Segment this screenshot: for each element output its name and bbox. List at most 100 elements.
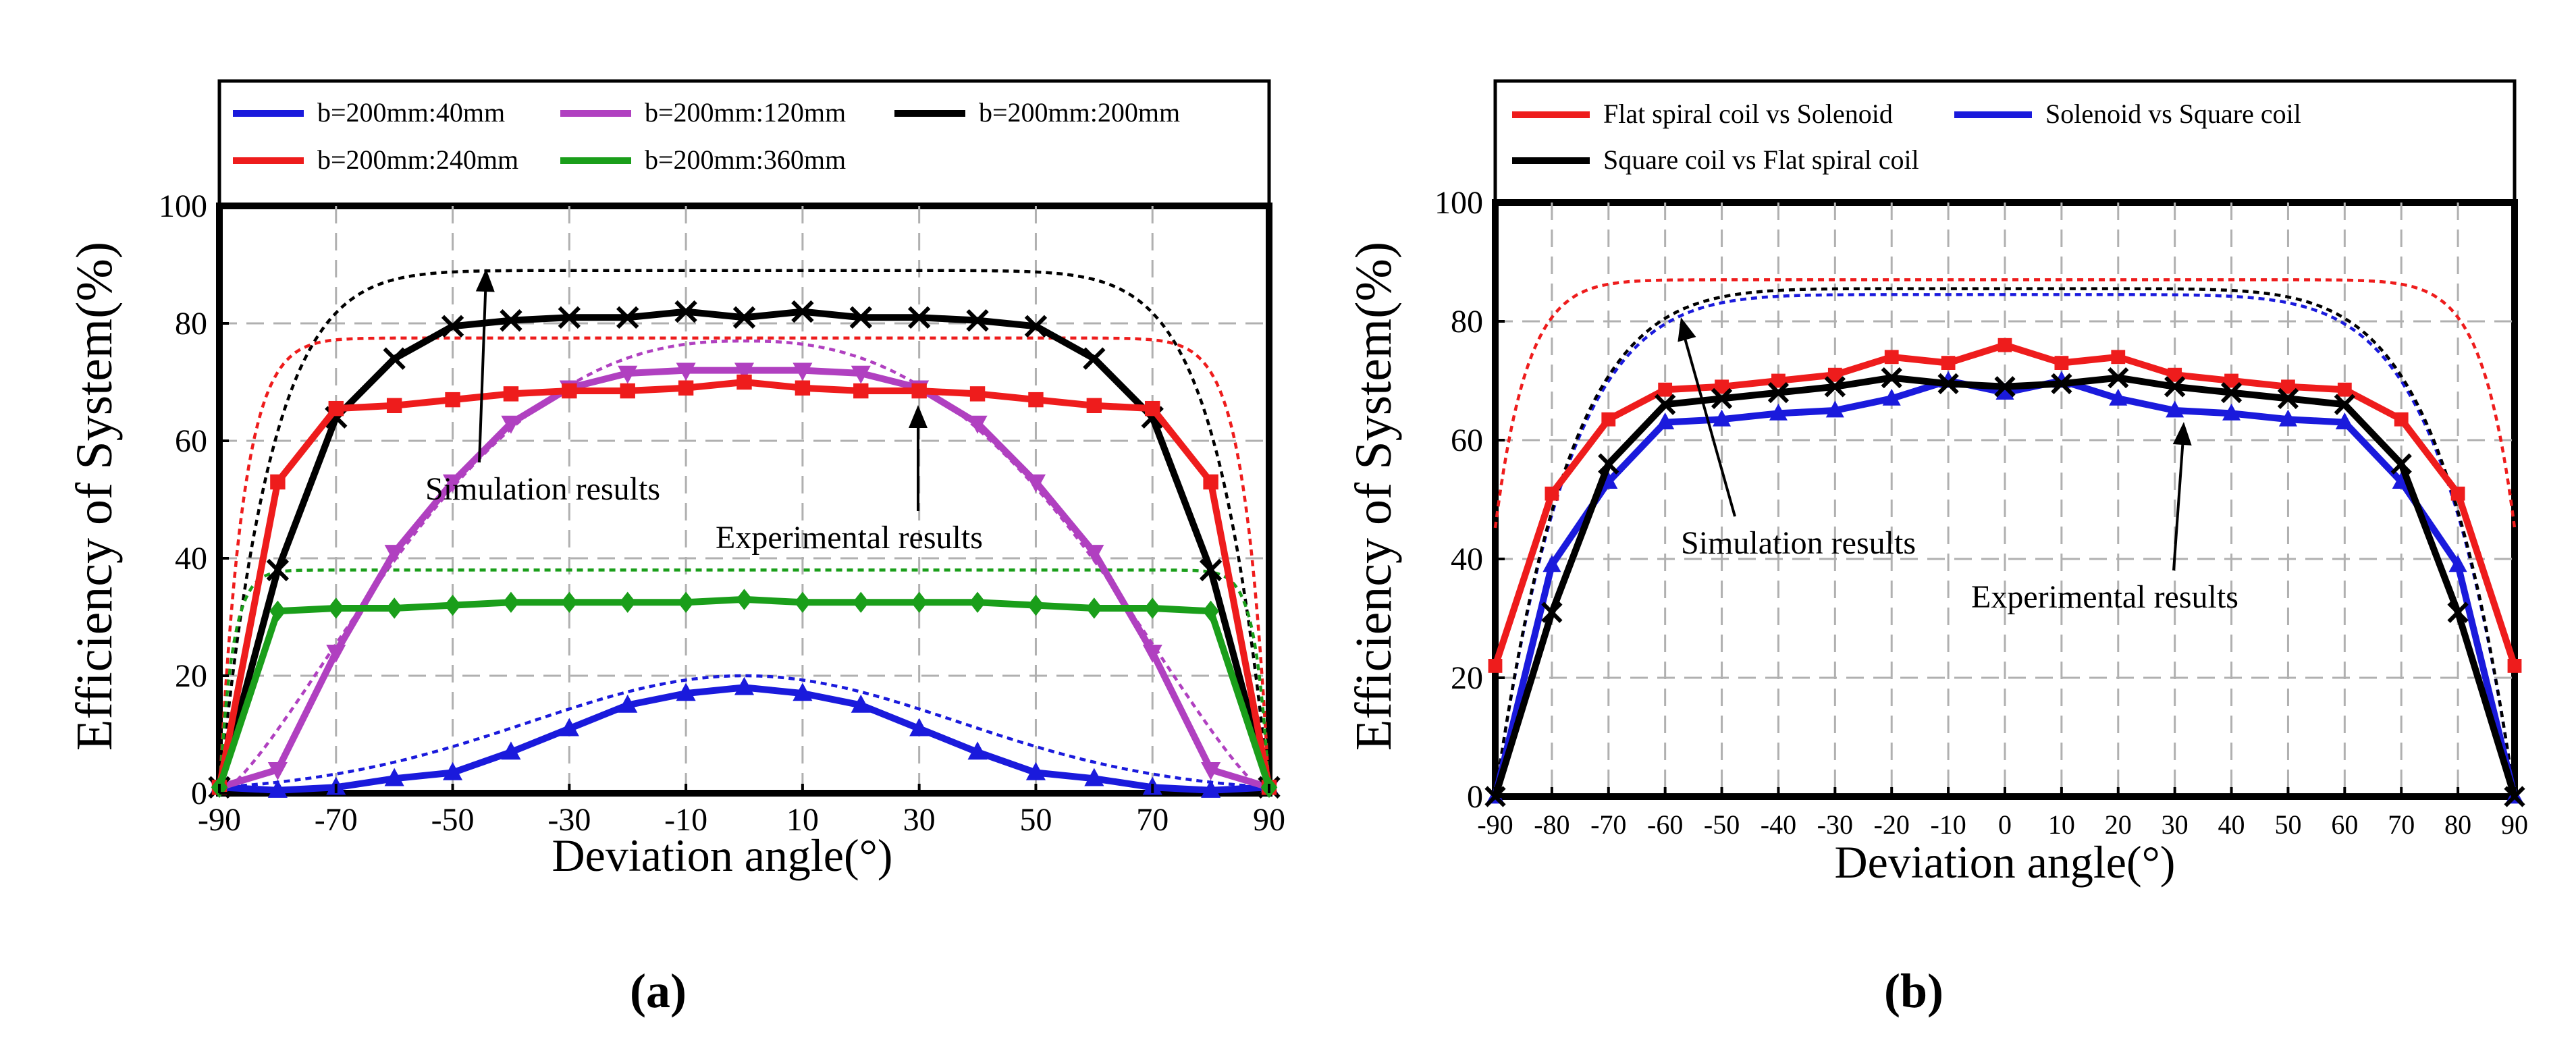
panel-a-y-tick-labels: 0 20 40 60 80 100: [159, 188, 229, 811]
data-point-b-200mm-360mm: [677, 591, 695, 613]
data-point-b-200mm-240mm: [969, 386, 986, 402]
data-point-b-200mm-240mm: [503, 386, 519, 402]
annotation-arrow-line: [2172, 428, 2185, 571]
data-point-b-200mm-40mm: [442, 761, 463, 780]
data-point-b-200mm-120mm: [618, 365, 638, 384]
x-tick-label: -30: [1817, 809, 1853, 840]
panel-b-x-axis-label: Deviation angle(°): [1835, 836, 2176, 888]
data-point-solenoid-vs-square-coil: [1542, 555, 1561, 572]
data-point-b-200mm-200mm: [558, 306, 581, 329]
data-point-square-coil-vs-flat-spiral-coil: [2334, 394, 2355, 415]
data-point-square-coil-vs-flat-spiral-coil: [1994, 376, 2016, 398]
data-point-flat-spiral-coil-vs-solenoid: [2394, 412, 2409, 427]
y-tick-label: 60: [175, 423, 207, 459]
data-point-flat-spiral-coil-vs-solenoid: [1715, 379, 1729, 394]
data-point-flat-spiral-coil-vs-solenoid: [1488, 659, 1503, 673]
data-point-solenoid-vs-square-coil: [2278, 409, 2297, 427]
annotation-experimental-results: Experimental results: [716, 520, 983, 556]
data-point-solenoid-vs-square-coil: [2448, 555, 2467, 572]
y-tick-label: 0: [191, 776, 207, 811]
data-point-b-200mm-120mm: [384, 545, 404, 563]
data-point-b-200mm-240mm: [445, 392, 460, 408]
sim-curve-solenoid-vs-square-coil: [1493, 293, 2517, 797]
data-point-b-200mm-240mm: [1028, 392, 1044, 408]
data-point-solenoid-vs-square-coil: [2109, 388, 2128, 406]
data-point-b-200mm-200mm: [1199, 558, 1223, 582]
data-point-b-200mm-200mm: [266, 558, 290, 582]
data-point-b-200mm-200mm: [849, 306, 872, 329]
data-point-flat-spiral-coil-vs-solenoid: [1941, 356, 1956, 370]
panel-b-legend: Flat spiral coil vs Solenoid Solenoid vs …: [1512, 99, 2301, 175]
x-tick-label: 90: [2501, 809, 2528, 840]
panel-b-annotations: Simulation results Experimental results: [1678, 317, 2238, 615]
data-point-b-200mm-120mm: [1142, 645, 1162, 663]
x-tick-label: 60: [2331, 809, 2358, 840]
x-tick-label: -70: [315, 802, 358, 838]
data-point-solenoid-vs-square-coil: [1656, 412, 1675, 429]
data-point-solenoid-vs-square-coil: [1713, 409, 1732, 427]
data-point-b-200mm-360mm: [1202, 600, 1219, 622]
data-point-b-200mm-200mm: [791, 300, 814, 323]
data-point-b-200mm-360mm: [385, 597, 403, 619]
data-point-b-200mm-240mm: [562, 383, 577, 399]
data-point-solenoid-vs-square-coil: [2335, 412, 2354, 429]
x-tick-label: -40: [1761, 809, 1796, 840]
sim-curve-square-coil-vs-flat-spiral-coil: [1493, 287, 2517, 797]
data-point-b-200mm-240mm: [736, 374, 752, 390]
data-point-b-200mm-360mm: [444, 594, 461, 616]
data-point-square-coil-vs-flat-spiral-coil: [1598, 453, 1619, 475]
x-tick-label: -90: [198, 802, 241, 838]
data-point-solenoid-vs-square-coil: [1825, 400, 1844, 418]
data-point-b-200mm-240mm: [620, 383, 635, 399]
data-point-flat-spiral-coil-vs-solenoid: [1771, 373, 1786, 388]
y-tick-label: 40: [1451, 541, 1483, 577]
data-point-b-200mm-40mm: [1084, 768, 1104, 786]
data-point-b-200mm-120mm: [267, 762, 288, 780]
panel-b-grid: [1495, 203, 2515, 797]
data-point-b-200mm-40mm: [384, 768, 404, 786]
legend-label-flat-spiral-coil-vs-solenoid: Flat spiral coil vs Solenoid: [1603, 99, 1893, 129]
annotation-experimental-results: Experimental results: [1971, 579, 2238, 615]
panel-b-simulation-curves: [1493, 278, 2517, 797]
data-point-square-coil-vs-flat-spiral-coil: [2277, 387, 2299, 410]
data-point-b-200mm-200mm: [383, 347, 406, 370]
data-point-b-200mm-360mm: [561, 591, 578, 613]
data-point-b-200mm-240mm: [270, 474, 286, 490]
panel-a-caption: (a): [630, 964, 687, 1018]
data-point-solenoid-vs-square-coil: [1769, 403, 1788, 421]
data-point-b-200mm-360mm: [969, 591, 986, 613]
data-point-b-200mm-120mm: [851, 365, 871, 384]
sim-curve-b-200mm-200mm: [217, 269, 1271, 794]
x-tick-label: 0: [1998, 809, 2012, 840]
data-point-b-200mm-360mm: [736, 589, 753, 610]
y-tick-label: 20: [1451, 660, 1483, 696]
data-point-flat-spiral-coil-vs-solenoid: [1545, 486, 1559, 501]
data-point-b-200mm-120mm: [734, 363, 755, 381]
data-point-b-200mm-120mm: [676, 363, 696, 381]
data-point-b-200mm-360mm: [1085, 597, 1103, 619]
legend-label-solenoid-vs-square-coil: Solenoid vs Square coil: [2045, 99, 2301, 129]
data-point-b-200mm-120mm: [442, 474, 463, 493]
data-point-b-200mm-240mm: [911, 383, 927, 399]
data-point-b-200mm-120mm: [1201, 762, 1221, 780]
data-point-square-coil-vs-flat-spiral-coil: [2447, 601, 2469, 623]
data-point-square-coil-vs-flat-spiral-coil: [1711, 387, 1733, 410]
data-point-b-200mm-240mm: [795, 380, 811, 396]
data-point-flat-spiral-coil-vs-solenoid: [2337, 382, 2352, 397]
data-point-square-coil-vs-flat-spiral-coil: [1767, 381, 1790, 404]
panel-b: -90 -80 -70 -60 -50 -40 -30 -20 -10 0 10 20 30 40 50 60…: [1345, 79, 2528, 1018]
x-tick-label: 20: [2105, 809, 2132, 840]
data-point-flat-spiral-coil-vs-solenoid: [2168, 367, 2182, 382]
x-tick-label: 80: [2444, 809, 2471, 840]
legend-label-b-200mm-200mm: b=200mm:200mm: [979, 97, 1180, 128]
panel-a-x-axis-label: Deviation angle(°): [552, 830, 893, 881]
data-point-flat-spiral-coil-vs-solenoid: [1601, 412, 1616, 427]
data-point-b-200mm-360mm: [327, 597, 345, 619]
data-point-square-coil-vs-flat-spiral-coil: [2164, 376, 2186, 398]
data-point-b-200mm-200mm: [674, 300, 697, 323]
data-point-b-200mm-40mm: [676, 682, 696, 701]
data-point-flat-spiral-coil-vs-solenoid: [1658, 382, 1673, 397]
data-point-flat-spiral-coil-vs-solenoid: [1884, 350, 1899, 365]
data-point-flat-spiral-coil-vs-solenoid: [2507, 659, 2522, 673]
data-point-b-200mm-40mm: [267, 779, 288, 798]
